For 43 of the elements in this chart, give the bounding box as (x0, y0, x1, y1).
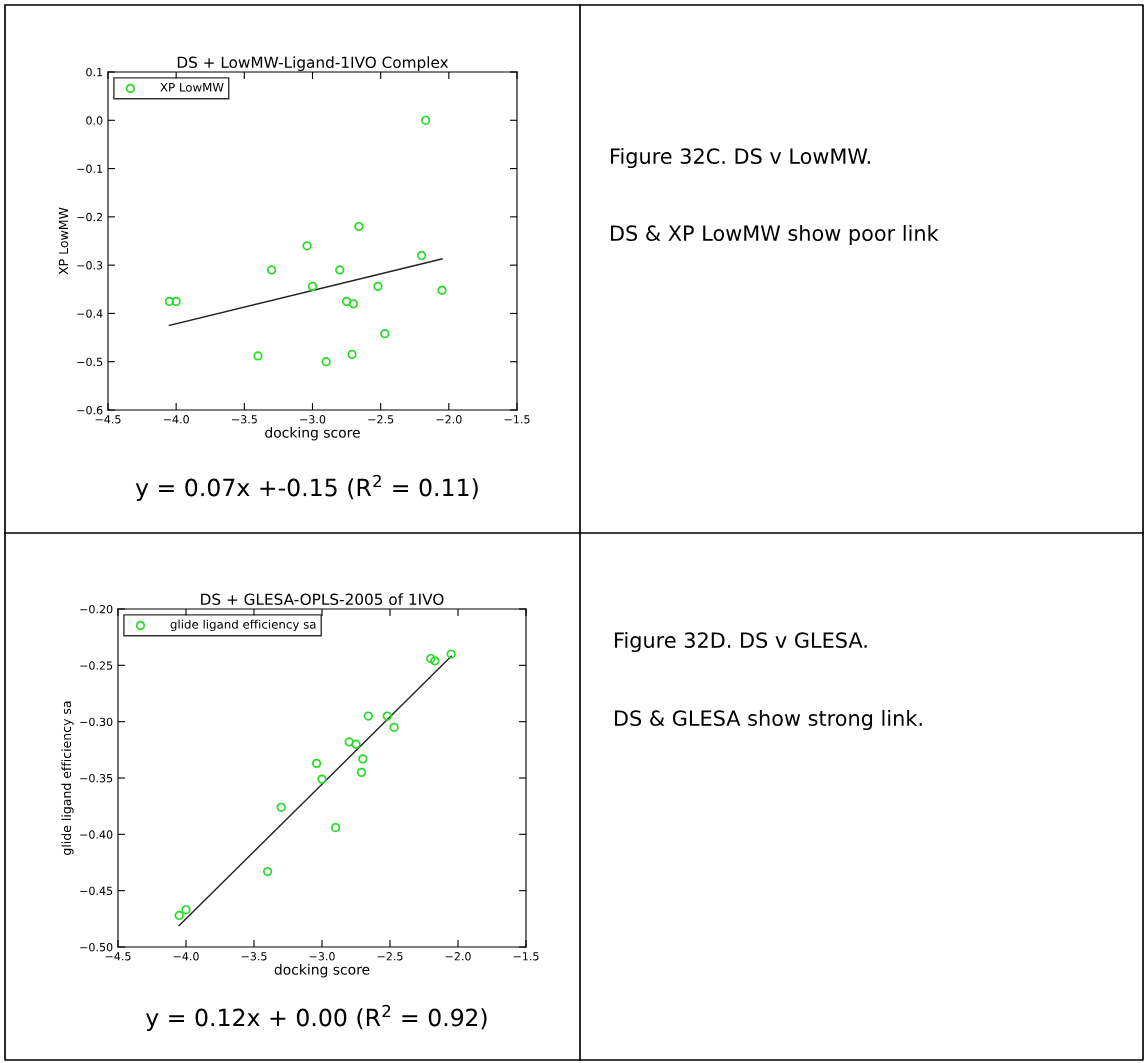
y-tick-label: −0.40 (80, 830, 113, 839)
caption: Figure 32D. DS v GLESA. (615, 631, 867, 653)
x-tick-label: −1.5 (513, 952, 539, 961)
x-tick-label: −3.0 (309, 952, 335, 961)
x-axis-title: docking score (274, 964, 370, 978)
x-axis-title: docking score (265, 427, 360, 441)
y-tick-label: −0.2 (77, 212, 103, 222)
chart-title: DS + GLESA-OPLS-2005 of 1IVO (201, 593, 444, 606)
y-tick-label: 0.0 (86, 116, 103, 125)
y-tick-label: −0.1 (77, 164, 103, 173)
x-tick-label: −2.5 (377, 952, 403, 961)
x-tick-label: −4.5 (95, 415, 121, 424)
x-tick-label: −2.5 (368, 415, 394, 424)
caption: Figure 32C. DS v LowMW. (611, 147, 870, 169)
chart-title: DS + LowMW-Ligand-1IVO Complex (177, 56, 449, 72)
y-tick-label: −0.4 (77, 309, 103, 318)
legend-label: glide ligand efficiency sa (170, 619, 316, 632)
y-tick-label: −0.5 (77, 357, 103, 367)
x-tick-label: −3.5 (232, 415, 257, 424)
y-tick-label: −0.30 (80, 717, 113, 727)
text: y = 0.12x + 0.00 (R$^{2}$ = 0.92) (145, 1004, 487, 1031)
x-tick-label: −2.0 (445, 952, 471, 961)
text: DS & XP LowMW show poor link (611, 224, 939, 246)
text: DS & GLESA show strong link. (615, 709, 922, 731)
y-tick-label: −0.6 (77, 405, 103, 415)
text: y = 0.07x +-0.15 (R$^{2}$ = 0.11) (135, 474, 478, 501)
y-tick-label: 0.1 (86, 67, 103, 77)
x-tick-label: −1.5 (504, 415, 530, 424)
legend-label: XP LowMW (160, 82, 224, 92)
x-tick-label: −3.0 (300, 415, 326, 424)
x-tick-label: −2.0 (436, 415, 462, 424)
y-tick-label: −0.45 (80, 886, 113, 896)
x-tick-label: −4.0 (173, 952, 199, 961)
y-tick-label: −0.35 (80, 773, 113, 783)
y-tick-label: −0.3 (77, 261, 103, 270)
y-tick-label: −0.20 (80, 604, 113, 614)
y-tick-label: −0.25 (80, 661, 113, 670)
x-tick-label: −4.5 (105, 952, 131, 961)
y-axis-title: glide ligand efficiency sa (61, 701, 74, 855)
y-axis-title: XP LowMW (58, 207, 69, 275)
x-tick-label: −4.0 (163, 415, 189, 424)
x-tick-label: −3.5 (241, 952, 267, 961)
y-tick-label: −0.50 (80, 942, 113, 952)
